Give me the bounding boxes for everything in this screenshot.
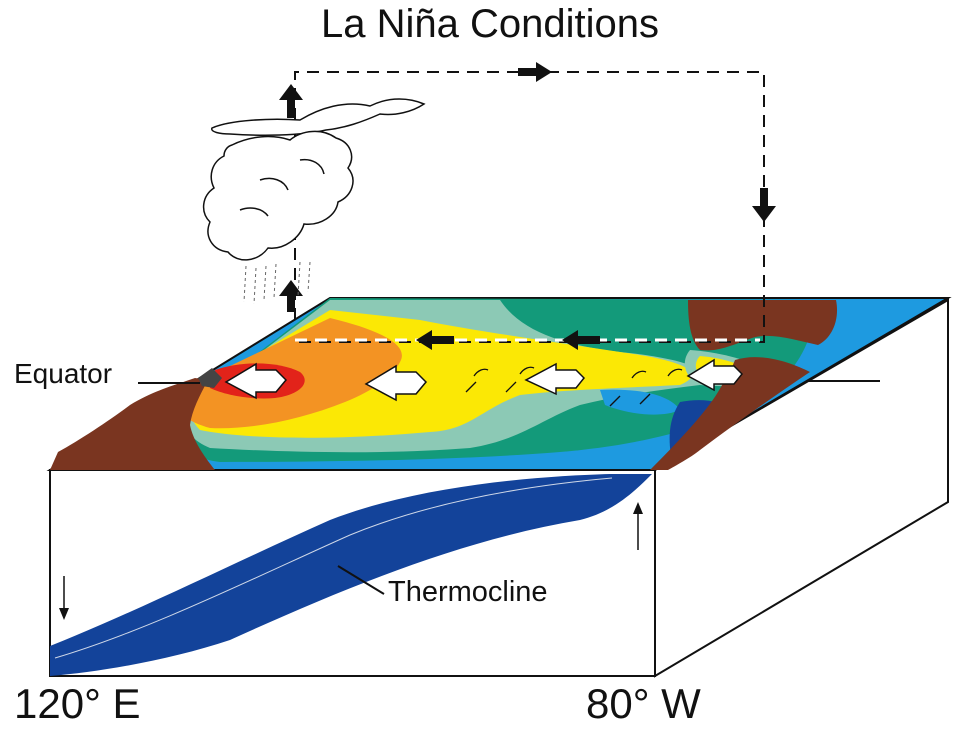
rising-air-arrow-upper xyxy=(279,84,303,118)
rising-air-arrow-lower xyxy=(279,280,303,312)
rain-streaks xyxy=(244,262,310,304)
thermocline-label: Thermocline xyxy=(388,576,548,609)
upper-flow-arrow xyxy=(518,62,552,82)
equator-label: Equator xyxy=(14,358,112,390)
east-longitude-label: 80° W xyxy=(586,680,701,728)
west-longitude-label: 120° E xyxy=(14,680,141,728)
sinking-air-arrow xyxy=(752,188,776,222)
convection-cloud xyxy=(204,99,424,260)
